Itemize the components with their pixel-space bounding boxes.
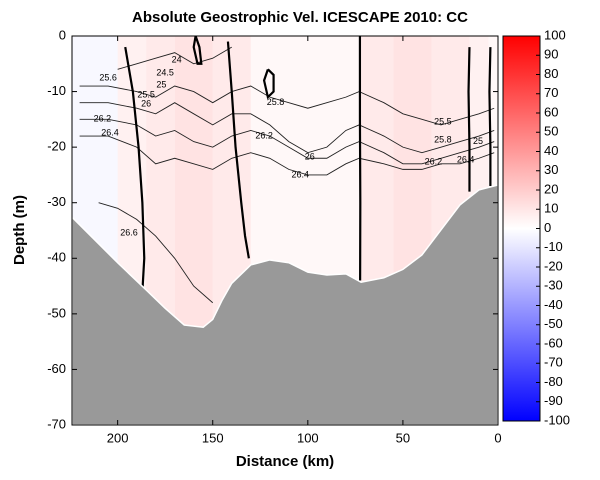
density-contour [117, 46, 232, 70]
contour-label: 24.5 [156, 68, 174, 78]
y-tick-label: -70 [47, 416, 66, 431]
colorbar [502, 35, 541, 422]
colorbar-tick-label: -90 [544, 393, 563, 408]
colorbar-tick-label: -50 [544, 316, 563, 331]
contour-label: 26.4 [291, 169, 309, 179]
contour-label: 26 [305, 152, 315, 162]
contour-label: 25 [156, 79, 166, 89]
colorbar-tick-label: -80 [544, 374, 563, 389]
colorbar-tick-label: 70 [544, 85, 558, 100]
colorbar-tick-label: 50 [544, 124, 558, 139]
contour-label: 25.8 [267, 97, 285, 107]
x-tick-label: 100 [297, 430, 319, 445]
x-axis-label: Distance (km) [236, 453, 334, 470]
y-tick-label: -60 [47, 361, 66, 376]
colorbar-tick-label: -30 [544, 278, 563, 293]
contour-label: 25.5 [434, 117, 452, 127]
density-contour [79, 135, 495, 176]
contour-label: 24 [172, 54, 182, 64]
contour-label: 26 [141, 99, 151, 109]
zero-velocity-contour [192, 36, 203, 65]
colorbar-tick-label: -20 [544, 258, 563, 273]
colorbar-tick-label: 10 [544, 201, 558, 216]
colorbar-tick-label: 40 [544, 143, 558, 158]
colorbar-tick-label: 80 [544, 66, 558, 81]
zero-velocity-contour [226, 41, 250, 259]
y-axis-label: Depth (m) [11, 195, 28, 265]
y-tick-label: -10 [47, 83, 66, 98]
density-contour [79, 102, 495, 154]
contour-label: 26.4 [101, 128, 119, 138]
x-tick-label: 0 [494, 430, 501, 445]
colorbar-tick-label: 30 [544, 162, 558, 177]
zero-velocity-contour [467, 47, 471, 192]
seafloor [72, 184, 498, 425]
colorbar-tick-label: -100 [544, 412, 570, 427]
density-contour [79, 85, 495, 126]
contour-label: 26.4 [457, 154, 475, 164]
zero-velocity-contour [124, 46, 146, 292]
x-tick-label: 50 [396, 430, 410, 445]
colorbar-tick-label: 60 [544, 104, 558, 119]
contour-label: 25.8 [434, 134, 452, 144]
contour-label: 25.6 [99, 73, 117, 83]
y-tick-label: 0 [59, 27, 66, 42]
contour-label: 26.2 [255, 130, 273, 140]
colorbar-tick-label: -70 [544, 355, 563, 370]
axes: 200 150 100 50 00-10-20-30-40-50-60-70100908… [47, 27, 570, 445]
zero-velocity-contour [488, 47, 492, 187]
contour-label: 26.2 [94, 114, 112, 124]
colorbar-tick-label: -60 [544, 335, 563, 350]
colorbar-tick-label: -40 [544, 297, 563, 312]
contour-label: 25 [473, 136, 483, 146]
colorbar-tick-label: -10 [544, 239, 563, 254]
contour-label: 26.6 [120, 228, 138, 238]
y-tick-label: -50 [47, 305, 66, 320]
contour-label: 25.5 [137, 89, 155, 99]
y-tick-label: -20 [47, 139, 66, 154]
y-tick-label: -30 [47, 194, 66, 209]
colorbar-tick-label: 100 [544, 27, 566, 42]
y-tick-label: -40 [47, 250, 66, 265]
density-contour [79, 118, 495, 165]
contour-label: 26.2 [425, 157, 443, 167]
plot-frame [71, 35, 499, 426]
chart-title: Absolute Geostrophic Vel. ICESCAPE 2010:… [132, 9, 468, 26]
plot-area: 25.62424.52525.52626.226.425.826.22626.4… [72, 36, 498, 425]
colorbar-tick-label: 0 [544, 220, 551, 235]
x-tick-label: 200 [107, 430, 129, 445]
zero-velocity-contour [262, 68, 275, 100]
colorbar-tick-label: 90 [544, 47, 558, 62]
colorbar-tick-label: 20 [544, 181, 558, 196]
density-contour [98, 202, 214, 304]
x-tick-label: 150 [202, 430, 224, 445]
